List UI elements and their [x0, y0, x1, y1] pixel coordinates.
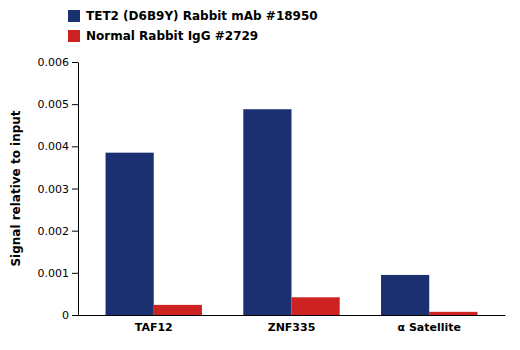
legend-label: Normal Rabbit IgG #2729 — [86, 29, 258, 43]
y-tick: 0.005 — [38, 98, 79, 111]
chart-container: 0 0.001 0.002 0.003 0.004 0.005 0.006 TAF12 ZNF3… — [0, 0, 520, 350]
y-tick-mark — [72, 146, 78, 147]
x-tick-label: α Satellite — [397, 321, 460, 334]
y-tick-label: 0.001 — [38, 267, 70, 280]
y-tick-label: 0.005 — [38, 98, 70, 111]
y-tick-label: 0.002 — [38, 225, 70, 238]
y-tick-label: 0.004 — [38, 140, 70, 153]
legend-item: TET2 (D6B9Y) Rabbit mAb #18950 — [68, 9, 318, 23]
chart-svg: 0 0.001 0.002 0.003 0.004 0.005 0.006 TAF12 ZNF3… — [0, 0, 520, 350]
y-tick: 0.003 — [38, 183, 79, 196]
x-axis-line — [79, 315, 506, 316]
bar — [154, 305, 202, 315]
legend-label: TET2 (D6B9Y) Rabbit mAb #18950 — [86, 9, 318, 23]
bar — [106, 153, 154, 315]
bars — [106, 109, 478, 315]
y-tick-mark — [72, 189, 78, 190]
y-tick-mark — [72, 315, 78, 316]
x-tick: ZNF335 — [268, 321, 316, 334]
bar — [292, 297, 340, 315]
y-tick-label: 0.006 — [38, 56, 70, 69]
x-tick: α Satellite — [397, 321, 460, 334]
y-axis-title: Signal relative to input — [9, 110, 23, 266]
y-tick: 0.001 — [38, 267, 79, 280]
y-tick: 0.004 — [38, 140, 79, 153]
legend-swatch — [68, 30, 80, 42]
y-axis: 0 0.001 0.002 0.003 0.004 0.005 0.006 — [38, 56, 79, 322]
bar-series — [106, 109, 430, 315]
y-tick: 0.006 — [38, 56, 79, 69]
bar — [243, 109, 291, 315]
y-tick-label: 0.003 — [38, 183, 70, 196]
bar — [381, 275, 429, 315]
y-tick-mark — [72, 104, 78, 105]
plot-area: 0 0.001 0.002 0.003 0.004 0.005 0.006 TAF12 ZNF3… — [38, 56, 506, 334]
y-tick: 0.002 — [38, 225, 79, 238]
y-tick-label: 0 — [62, 309, 69, 322]
y-tick-mark — [72, 62, 78, 63]
y-tick-mark — [72, 231, 78, 232]
legend-swatch — [68, 10, 80, 22]
y-tick-mark — [72, 273, 78, 274]
x-tick-label: TAF12 — [135, 321, 173, 334]
bar — [429, 312, 477, 315]
legend: TET2 (D6B9Y) Rabbit mAb #18950 Normal Rab… — [68, 9, 318, 43]
x-tick-label: ZNF335 — [268, 321, 316, 334]
x-axis: TAF12 ZNF335 α Satellite — [79, 316, 506, 334]
x-tick: TAF12 — [135, 321, 173, 334]
legend-item: Normal Rabbit IgG #2729 — [68, 29, 258, 43]
y-tick: 0 — [62, 309, 78, 322]
bar-series — [154, 297, 478, 315]
y-axis-line — [78, 63, 79, 316]
